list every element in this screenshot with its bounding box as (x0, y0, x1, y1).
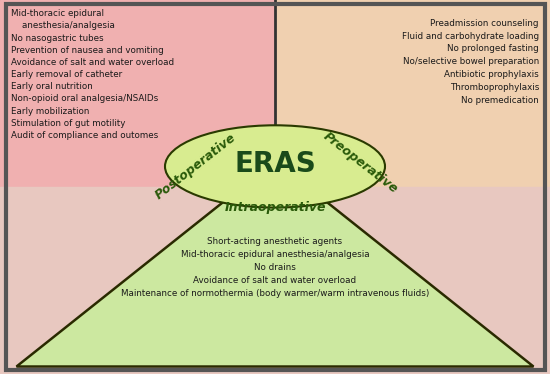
Text: Short-acting anesthetic agents
Mid-thoracic epidural anesthesia/analgesia
No dra: Short-acting anesthetic agents Mid-thora… (121, 237, 429, 298)
Polygon shape (275, 0, 550, 187)
Ellipse shape (165, 125, 385, 208)
Polygon shape (0, 187, 550, 374)
Polygon shape (16, 161, 534, 367)
Text: Preadmission counseling
Fluid and carbohydrate loading
No prolonged fasting
No/s: Preadmission counseling Fluid and carboh… (402, 19, 539, 105)
Text: ERAS: ERAS (234, 150, 316, 178)
Text: Postoperative: Postoperative (152, 131, 238, 202)
Text: Preoperative: Preoperative (321, 130, 400, 196)
Text: Mid-thoracic epidural
    anesthesia/analgesia
No nasogastric tubes
Prevention o: Mid-thoracic epidural anesthesia/analges… (11, 9, 174, 140)
Text: Intraoperative: Intraoperative (224, 201, 326, 214)
Polygon shape (0, 0, 275, 187)
